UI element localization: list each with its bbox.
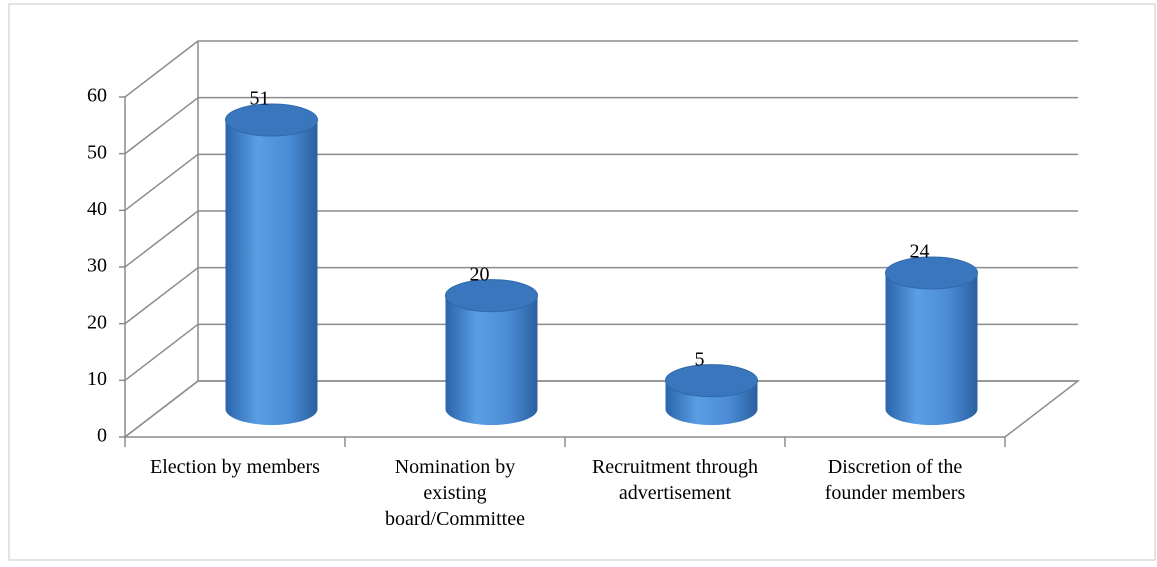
frame bbox=[8, 3, 1156, 561]
x-tick-label-box: Election by members bbox=[150, 456, 320, 478]
bar bbox=[225, 120, 318, 425]
bar bbox=[885, 273, 978, 425]
y-tick-label: 10 bbox=[87, 368, 107, 390]
x-tick-label: Recruitment through advertisement bbox=[591, 456, 759, 504]
y-tick-label: 0 bbox=[97, 425, 107, 447]
bar bbox=[445, 295, 538, 425]
side-grid-line bbox=[124, 267, 199, 325]
side-grid-line bbox=[124, 153, 199, 211]
data-label: 5 bbox=[695, 348, 705, 370]
bar-top bbox=[225, 103, 318, 137]
side-grid-line bbox=[124, 210, 199, 268]
y-tick-label: 40 bbox=[87, 198, 107, 220]
bar-top bbox=[885, 256, 978, 290]
bar-group bbox=[885, 256, 978, 425]
y-tick-label: 50 bbox=[87, 141, 107, 163]
x-tick-label-box: Discretion of the founder members bbox=[824, 456, 966, 504]
x-tick-label-box: Recruitment through advertisement bbox=[591, 456, 759, 504]
x-tick-label: Discretion of the founder members bbox=[824, 456, 966, 504]
side-grid-line bbox=[124, 323, 199, 381]
data-label: 24 bbox=[910, 241, 930, 263]
bar-top bbox=[445, 279, 538, 313]
y-tick-label: 20 bbox=[87, 311, 107, 333]
bar-top bbox=[665, 364, 758, 398]
side-grid-line bbox=[124, 380, 199, 438]
bar-group bbox=[225, 103, 318, 425]
y-tick-label: 60 bbox=[87, 85, 107, 107]
x-tick-label: Election by members bbox=[150, 456, 320, 478]
x-tick-label: Nomination by existing board/Committee bbox=[385, 456, 525, 530]
bar-group bbox=[665, 364, 758, 425]
side-grid-line bbox=[124, 40, 199, 98]
bar-group bbox=[445, 279, 538, 425]
x-tick-label-box: Nomination by existing board/Committee bbox=[385, 456, 525, 530]
y-tick-label: 30 bbox=[87, 255, 107, 277]
side-grid-line bbox=[124, 97, 199, 155]
data-label: 20 bbox=[470, 263, 490, 285]
data-label: 51 bbox=[250, 88, 270, 110]
